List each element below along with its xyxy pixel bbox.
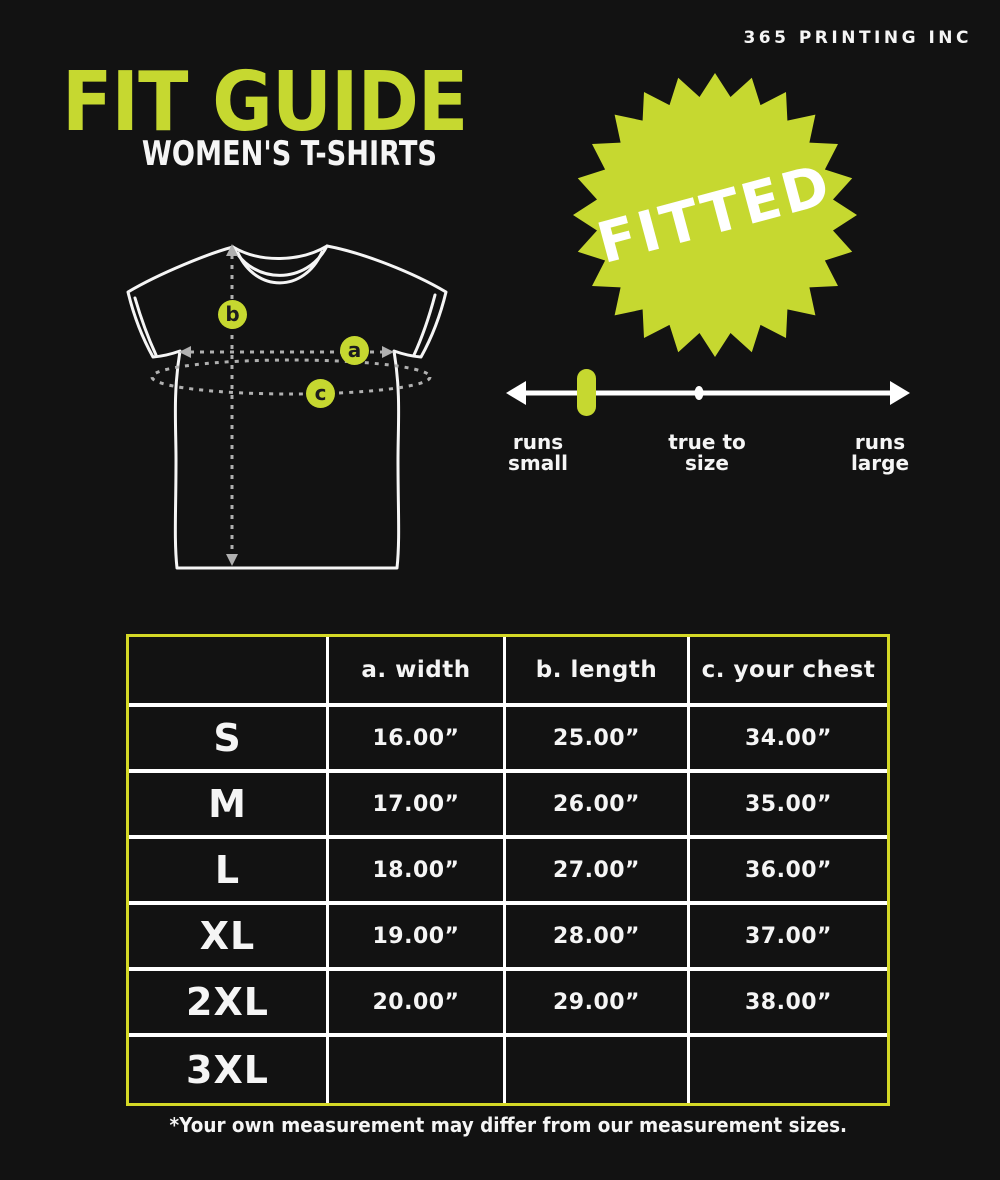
- table-row: 2XL 20.00” 29.00” 38.00”: [129, 971, 887, 1037]
- table-row: L 18.00” 27.00” 36.00”: [129, 839, 887, 905]
- scale-label-line: large: [850, 451, 910, 475]
- scale-label-line: size: [685, 451, 729, 475]
- length-cell: 27.00”: [506, 839, 690, 905]
- scale-arrow-right: [890, 381, 910, 405]
- scale-label-runs-large: runs large: [838, 432, 922, 474]
- length-cell: 25.00”: [506, 707, 690, 773]
- right-sleeve-seam: [412, 293, 437, 357]
- tshirt-diagram: [126, 244, 448, 570]
- width-arrow-right: [382, 346, 394, 358]
- scale-label-line: true to: [668, 430, 746, 454]
- size-cell: 2XL: [129, 971, 329, 1037]
- page-subtitle: WOMEN'S T-SHIRTS: [141, 134, 437, 174]
- width-cell: 18.00”: [329, 839, 506, 905]
- marker-b: b: [218, 300, 247, 329]
- table-header-row: a. width b. length c. your chest: [129, 637, 887, 707]
- width-cell: 20.00”: [329, 971, 506, 1037]
- size-cell: XL: [129, 905, 329, 971]
- tshirt-outline: [126, 244, 448, 570]
- starburst-shape: [573, 73, 857, 357]
- scale-label-true-to-size: true to size: [655, 432, 759, 474]
- footnote-text: *Your own measurement may differ from ou…: [169, 1113, 847, 1137]
- length-cell: 28.00”: [506, 905, 690, 971]
- chest-cell: 37.00”: [690, 905, 887, 971]
- length-arrow-down: [226, 554, 238, 566]
- scale-label-line: runs: [854, 430, 906, 454]
- table-row: M 17.00” 26.00” 35.00”: [129, 773, 887, 839]
- fit-scale: [506, 369, 910, 416]
- width-cell: 19.00”: [329, 905, 506, 971]
- collar-inner-line: [236, 250, 324, 285]
- table-row: S 16.00” 25.00” 34.00”: [129, 707, 887, 773]
- scale-label-line: small: [508, 451, 568, 475]
- size-cell: M: [129, 773, 329, 839]
- length-cell: 29.00”: [506, 971, 690, 1037]
- marker-c: c: [306, 379, 335, 408]
- page-title: FIT GUIDE: [62, 55, 468, 150]
- table-row: XL 19.00” 28.00” 37.00”: [129, 905, 887, 971]
- width-cell: 17.00”: [329, 773, 506, 839]
- scale-center-dot: [694, 386, 704, 400]
- scale-arrow-left: [506, 381, 526, 405]
- size-cell: S: [129, 707, 329, 773]
- fitted-badge: FITTED: [573, 73, 857, 357]
- header-length: b. length: [506, 637, 690, 707]
- length-arrow-up: [226, 244, 238, 256]
- chest-cell: 38.00”: [690, 971, 887, 1037]
- chest-cell: 36.00”: [690, 839, 887, 905]
- left-sleeve-seam: [133, 296, 158, 357]
- chest-cell: 35.00”: [690, 773, 887, 839]
- scale-label-line: runs: [512, 430, 564, 454]
- size-table: a. width b. length c. your chest S 16.00…: [126, 634, 890, 1106]
- length-cell: 26.00”: [506, 773, 690, 839]
- length-cell: [506, 1037, 690, 1103]
- chest-cell: 34.00”: [690, 707, 887, 773]
- width-cell: [329, 1037, 506, 1103]
- size-cell: L: [129, 839, 329, 905]
- footnote: *Your own measurement may differ from ou…: [126, 1113, 890, 1137]
- chest-measure-ellipse: [150, 358, 432, 396]
- brand-text: 365 PRINTING INC: [743, 28, 972, 48]
- header-width: a. width: [329, 637, 506, 707]
- scale-position-marker: [577, 369, 596, 416]
- scale-label-runs-small: runs small: [496, 432, 580, 474]
- marker-a: a: [340, 336, 369, 365]
- collar-outer-line: [231, 244, 329, 277]
- table-row: 3XL: [129, 1037, 887, 1103]
- header-chest: c. your chest: [690, 637, 887, 707]
- width-arrow-left: [179, 346, 191, 358]
- chest-cell: [690, 1037, 887, 1103]
- size-cell: 3XL: [129, 1037, 329, 1103]
- header-corner-cell: [129, 637, 329, 707]
- width-cell: 16.00”: [329, 707, 506, 773]
